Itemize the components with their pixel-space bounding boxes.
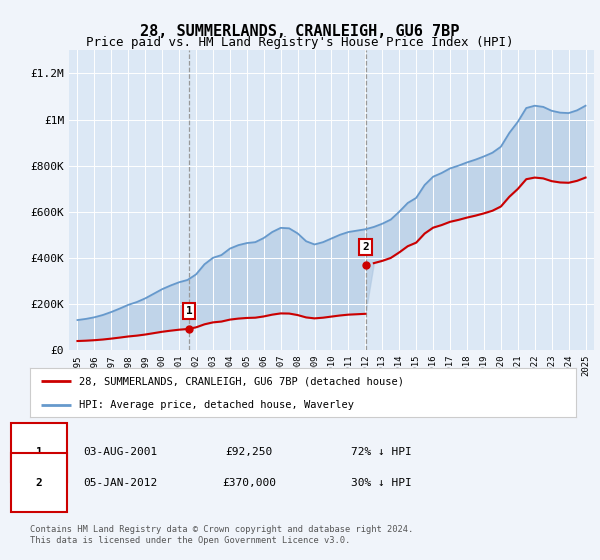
Text: 1: 1 [35,447,43,458]
Text: 28, SUMMERLANDS, CRANLEIGH, GU6 7BP: 28, SUMMERLANDS, CRANLEIGH, GU6 7BP [140,24,460,39]
Text: 03-AUG-2001: 03-AUG-2001 [83,447,157,458]
Text: £370,000: £370,000 [222,478,276,488]
Text: HPI: Average price, detached house, Waverley: HPI: Average price, detached house, Wave… [79,400,354,410]
Text: £92,250: £92,250 [226,447,272,458]
Text: 2: 2 [35,478,43,488]
Text: 28, SUMMERLANDS, CRANLEIGH, GU6 7BP (detached house): 28, SUMMERLANDS, CRANLEIGH, GU6 7BP (det… [79,376,404,386]
Text: 72% ↓ HPI: 72% ↓ HPI [350,447,412,458]
Text: 30% ↓ HPI: 30% ↓ HPI [350,478,412,488]
Text: 2: 2 [362,242,369,252]
Text: Contains HM Land Registry data © Crown copyright and database right 2024.
This d: Contains HM Land Registry data © Crown c… [30,525,413,545]
Text: 1: 1 [185,306,192,316]
Text: Price paid vs. HM Land Registry's House Price Index (HPI): Price paid vs. HM Land Registry's House … [86,36,514,49]
Text: 05-JAN-2012: 05-JAN-2012 [83,478,157,488]
